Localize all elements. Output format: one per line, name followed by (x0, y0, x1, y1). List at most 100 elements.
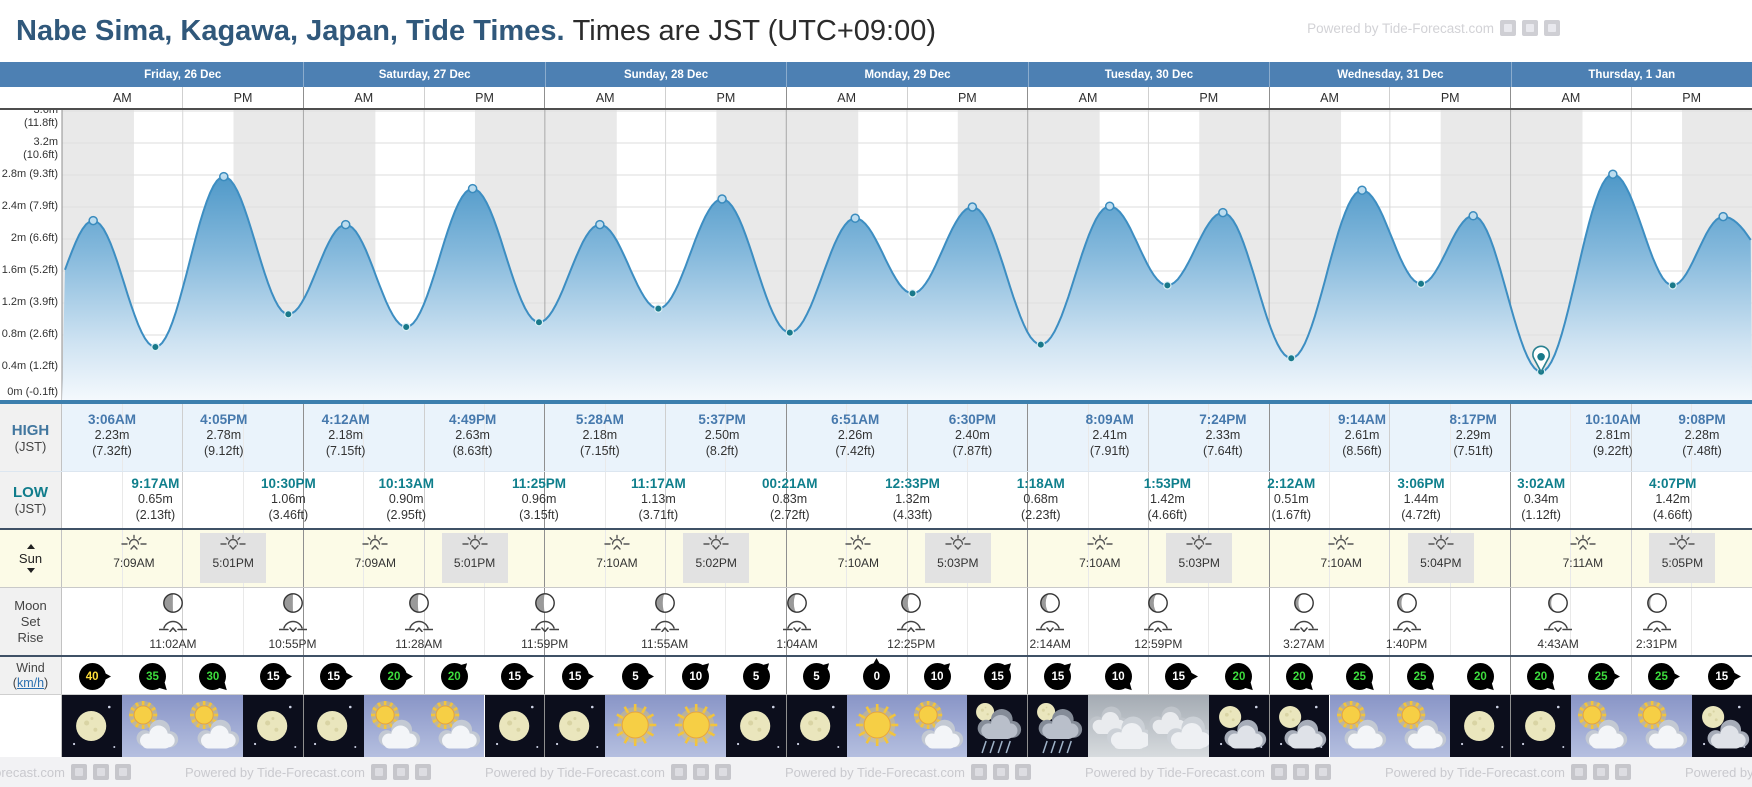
tide-time: 3:02AM (1517, 476, 1566, 491)
language-icon[interactable] (1270, 764, 1287, 780)
powered-by-footer[interactable]: Powered by Tide-Forecast.com (1685, 763, 1752, 781)
language-icon[interactable] (92, 764, 109, 780)
wind-unit-link[interactable]: km/h (16, 675, 45, 690)
column-separator (182, 404, 184, 471)
tide-height-m: 0.51m (1273, 492, 1309, 506)
moon-rise-icon (138, 617, 208, 637)
column-separator (121, 472, 123, 528)
language-icon[interactable] (714, 764, 731, 780)
wind-speed-icon: 10 (1104, 663, 1136, 694)
wind-speed-icon: 15 (501, 663, 534, 690)
language-icon[interactable] (370, 764, 387, 780)
language-icon[interactable] (1592, 764, 1609, 780)
wind-speed-value: 25 (1353, 670, 1367, 683)
day-header-7: Thursday, 1 Jan (1510, 62, 1752, 87)
language-icon[interactable] (970, 764, 987, 780)
powered-by-footer-text[interactable]: Powered by Tide-Forecast.com (185, 764, 365, 780)
tide-time: 4:12AM (321, 412, 370, 427)
weather-icon-day-clear (846, 695, 907, 758)
low-tide-entry: 12:33PM 1.32m (4.33ft) (865, 476, 961, 523)
language-icon[interactable] (1614, 764, 1631, 780)
column-separator (1691, 404, 1693, 471)
tide-height-ft: (7.15ft) (325, 444, 366, 458)
weather-row-label (0, 695, 62, 757)
column-separator (604, 404, 606, 471)
language-icon[interactable] (414, 764, 431, 780)
wind-speed-value: 15 (327, 670, 340, 683)
moon-rise-label: Rise (17, 629, 44, 645)
sunset-entry: 5:03PM (1166, 533, 1233, 583)
low-tide-row-label: LOW (JST) (0, 472, 62, 528)
column-separator (544, 404, 546, 471)
powered-by-footer-text[interactable]: Powered by Tide-Forecast.com (1385, 764, 1565, 780)
page-title-location: Nabe Sima, Kagawa, Japan, Tide Times. (16, 15, 565, 47)
tide-height-m: 1.44m (1403, 492, 1439, 506)
powered-by-footer-text[interactable]: Powered by Tide-Forecast.com (485, 764, 665, 780)
powered-by-footer-text[interactable]: Powered by Tide-Forecast.com (785, 764, 965, 780)
powered-by-footer[interactable]: Powered by Tide-Forecast.com (1085, 763, 1331, 781)
powered-by-footer[interactable]: Powered by Tide-Forecast.com (485, 763, 731, 781)
moon-rise-entry: 11:02AM (138, 592, 208, 651)
am-header: AM (1320, 90, 1339, 105)
am-header: AM (595, 90, 615, 105)
language-icon[interactable] (1522, 20, 1538, 36)
language-icon[interactable] (670, 764, 687, 780)
wind-speed-icon: 20 (1225, 663, 1257, 694)
pm-header: PM (957, 90, 977, 105)
language-icon[interactable] (1292, 764, 1309, 780)
column-separator (665, 404, 667, 471)
language-icon[interactable] (992, 764, 1009, 780)
high-tide-entry: 9:14AM 2.61m (8.56ft) (1314, 412, 1410, 459)
language-icon[interactable] (70, 764, 87, 780)
wind-speed-value: 10 (930, 670, 944, 683)
column-separator (1570, 472, 1572, 528)
wind-speed-value: 15 (266, 670, 280, 683)
column-separator (302, 530, 304, 587)
column-separator (1208, 472, 1210, 528)
wind-speed-value: 25 (1413, 670, 1427, 683)
powered-by-footer-text[interactable]: Powered by Tide-Forecast.com (0, 764, 65, 780)
language-icon[interactable] (1500, 20, 1516, 36)
moon-rise-entry: 1:40PM (1372, 592, 1442, 651)
moon-set-time: 2:14AM (1029, 637, 1071, 651)
powered-by-footer-text[interactable]: Powered by Tide-Forecast.com (1685, 764, 1752, 780)
language-icon[interactable] (1570, 764, 1587, 780)
high-tide-entry: 4:05PM 2.78m (9.12ft) (176, 412, 272, 459)
language-icon[interactable] (692, 764, 709, 780)
moon-rise-icon (1622, 617, 1692, 637)
day-header-row: Friday, 26 Dec Saturday, 27 Dec Sunday, 28… (0, 62, 1752, 87)
powered-by-footer-text[interactable]: Powered by Tide-Forecast.com (1085, 764, 1265, 780)
column-separator (1268, 530, 1270, 587)
powered-by-footer[interactable]: Powered by Tide-Forecast.com (785, 763, 1031, 781)
weather-icon-night-clear (303, 695, 364, 758)
column-separator (544, 472, 546, 528)
y-axis-label: 2m (6.6ft) (10, 232, 58, 244)
column-separator (604, 472, 606, 528)
language-icon[interactable] (1014, 764, 1031, 780)
language-icon[interactable] (392, 764, 409, 780)
wind-speed-value: 20 (1292, 670, 1306, 683)
powered-by-footer[interactable]: Powered by Tide-Forecast.com (0, 763, 131, 781)
tide-height-ft: (1.67ft) (1271, 508, 1312, 522)
language-icon[interactable] (1314, 764, 1331, 780)
wind-direction-arrow (524, 671, 534, 681)
powered-by-footer[interactable]: Powered by Tide-Forecast.com (1385, 763, 1631, 781)
language-icon[interactable] (1544, 20, 1560, 36)
powered-by-top-text[interactable]: Powered by Tide-Forecast.com (1307, 20, 1494, 36)
moon-phase-icon (384, 592, 454, 619)
high-tide-row-label: HIGH (JST) (0, 404, 62, 471)
column-separator (1389, 472, 1391, 528)
column-separator (1268, 657, 1270, 694)
tide-height-m: 1.32m (895, 492, 930, 506)
sunset-icon (1408, 533, 1474, 555)
column-separator (423, 87, 425, 108)
powered-by-top[interactable]: Powered by Tide-Forecast.com (1307, 20, 1560, 36)
wind-speed-value: 35 (146, 670, 159, 683)
sunset-icon (200, 533, 266, 555)
wind-speed-icon: 25 (1406, 663, 1438, 694)
column-separator (423, 588, 425, 655)
wind-direction-arrow (403, 671, 413, 681)
wind-speed-icon: 10 (682, 659, 713, 690)
language-icon[interactable] (114, 764, 131, 780)
powered-by-footer[interactable]: Powered by Tide-Forecast.com (185, 763, 431, 781)
